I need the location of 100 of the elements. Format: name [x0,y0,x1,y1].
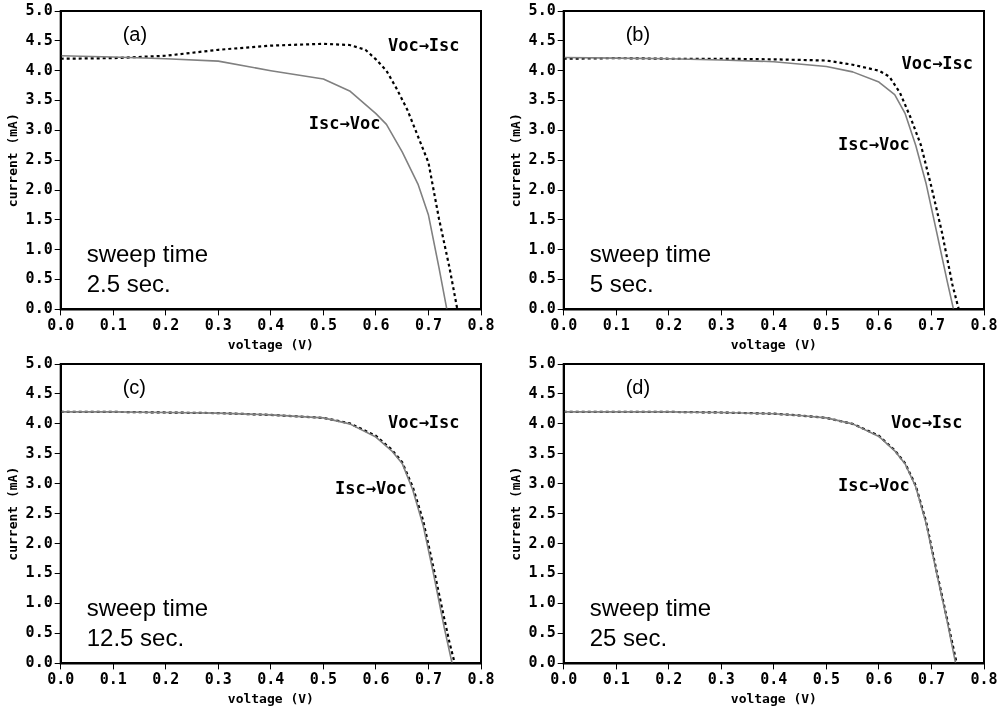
y-tick-label: 2.5 [528,150,556,169]
y-tick-label: 3.5 [25,443,53,462]
y-axis-title: current (mA) [508,113,524,208]
x-tick-label: 0.4 [760,316,788,335]
annotation: sweep time [86,240,209,268]
y-tick-label: 1.0 [528,239,556,258]
y-tick-label: 4.0 [528,60,556,79]
y-tick-label: 0.0 [25,299,53,318]
x-tick-label: 0.6 [865,316,893,335]
annotation: (c) [122,375,147,398]
y-tick-label: 2.5 [528,503,556,522]
x-tick-label: 0.2 [152,316,180,335]
x-tick-label: 0.2 [655,316,683,335]
x-tick-label: 0.6 [362,316,390,335]
y-tick-label: 2.5 [25,503,53,522]
y-tick-label: 0.0 [528,299,556,318]
y-tick-label: 3.5 [25,90,53,109]
annotation: sweep time [86,594,209,622]
series-label: Voc→Isc [890,411,963,432]
series-label: Voc→Isc [387,35,460,56]
y-axis-title: current (mA) [508,466,524,561]
y-tick-label: 3.0 [528,473,556,492]
series-label: Isc→Voc [308,112,381,133]
y-tick-label: 5.0 [528,0,556,19]
y-tick-label: 0.5 [25,623,53,642]
x-tick-label: 0.7 [414,670,443,689]
y-tick-label: 4.0 [528,413,556,432]
y-tick-label: 1.5 [528,563,556,582]
x-tick-label: 0.5 [309,316,337,335]
annotation: (b) [625,22,651,45]
y-tick-label: 1.5 [25,563,53,582]
y-tick-label: 3.5 [528,443,556,462]
x-tick-label: 0.6 [362,670,390,689]
y-tick-label: 0.5 [528,623,556,642]
x-axis-title: voltage (V) [227,336,314,352]
y-tick-label: 0.0 [528,653,556,672]
x-tick-label: 0.4 [760,670,788,689]
y-axis-title: current (mA) [5,466,21,561]
x-tick-label: 0.1 [602,316,630,335]
annotation: 2.5 sec. [86,270,171,298]
x-tick-label: 0.8 [467,670,495,689]
y-tick-label: 1.0 [25,593,53,612]
y-tick-label: 5.0 [25,353,53,372]
annotation: sweep time [589,240,712,268]
x-tick-label: 0.3 [204,316,232,335]
x-tick-label: 0.8 [970,316,998,335]
x-tick-label: 0.7 [917,316,946,335]
x-tick-label: 0.0 [47,316,75,335]
y-tick-label: 4.0 [25,60,53,79]
y-tick-label: 2.0 [25,533,53,552]
x-tick-label: 0.3 [707,316,735,335]
x-tick-label: 0.3 [204,670,232,689]
x-axis-title: voltage (V) [730,336,817,352]
y-tick-label: 1.0 [25,239,53,258]
annotation: (a) [122,22,148,45]
x-tick-label: 0.0 [550,670,578,689]
y-tick-label: 2.5 [25,150,53,169]
y-tick-label: 4.0 [25,413,53,432]
x-tick-label: 0.8 [467,316,495,335]
y-tick-label: 3.0 [25,120,53,139]
series-label: Isc→Voc [838,133,910,154]
x-tick-label: 0.0 [550,316,578,335]
y-tick-label: 0.0 [25,653,53,672]
x-tick-label: 0.4 [257,670,285,689]
x-axis-title: voltage (V) [227,690,314,706]
y-tick-label: 0.5 [25,269,53,288]
y-tick-label: 5.0 [528,353,556,372]
y-tick-label: 2.0 [528,533,556,552]
x-tick-label: 0.7 [414,316,443,335]
annotation: 25 sec. [589,624,668,652]
series-label: Voc→Isc [901,52,974,73]
annotation: 12.5 sec. [86,624,185,652]
x-tick-label: 0.8 [970,670,998,689]
x-tick-label: 0.1 [99,670,127,689]
x-axis-title: voltage (V) [730,690,817,706]
x-tick-label: 0.5 [309,670,337,689]
y-tick-label: 1.5 [528,209,556,228]
x-tick-label: 0.4 [257,316,285,335]
y-tick-label: 2.0 [25,179,53,198]
series-label: Isc→Voc [838,475,910,496]
x-tick-label: 0.1 [602,670,630,689]
y-tick-label: 0.5 [528,269,556,288]
x-tick-label: 0.7 [917,670,946,689]
y-tick-label: 5.0 [25,0,53,19]
x-tick-label: 0.1 [99,316,127,335]
x-tick-label: 0.5 [812,670,840,689]
x-tick-label: 0.5 [812,316,840,335]
y-axis-title: current (mA) [5,113,21,208]
x-tick-label: 0.3 [707,670,735,689]
y-tick-label: 4.5 [528,383,556,402]
x-tick-label: 0.6 [865,670,893,689]
y-tick-label: 3.0 [528,120,556,139]
series-label: Voc→Isc [387,411,460,432]
y-tick-label: 3.5 [528,90,556,109]
y-tick-label: 4.5 [528,30,556,49]
annotation: 5 sec. [589,270,654,298]
y-tick-label: 1.0 [528,593,556,612]
y-tick-label: 4.5 [25,383,53,402]
y-tick-label: 1.5 [25,209,53,228]
y-tick-label: 3.0 [25,473,53,492]
